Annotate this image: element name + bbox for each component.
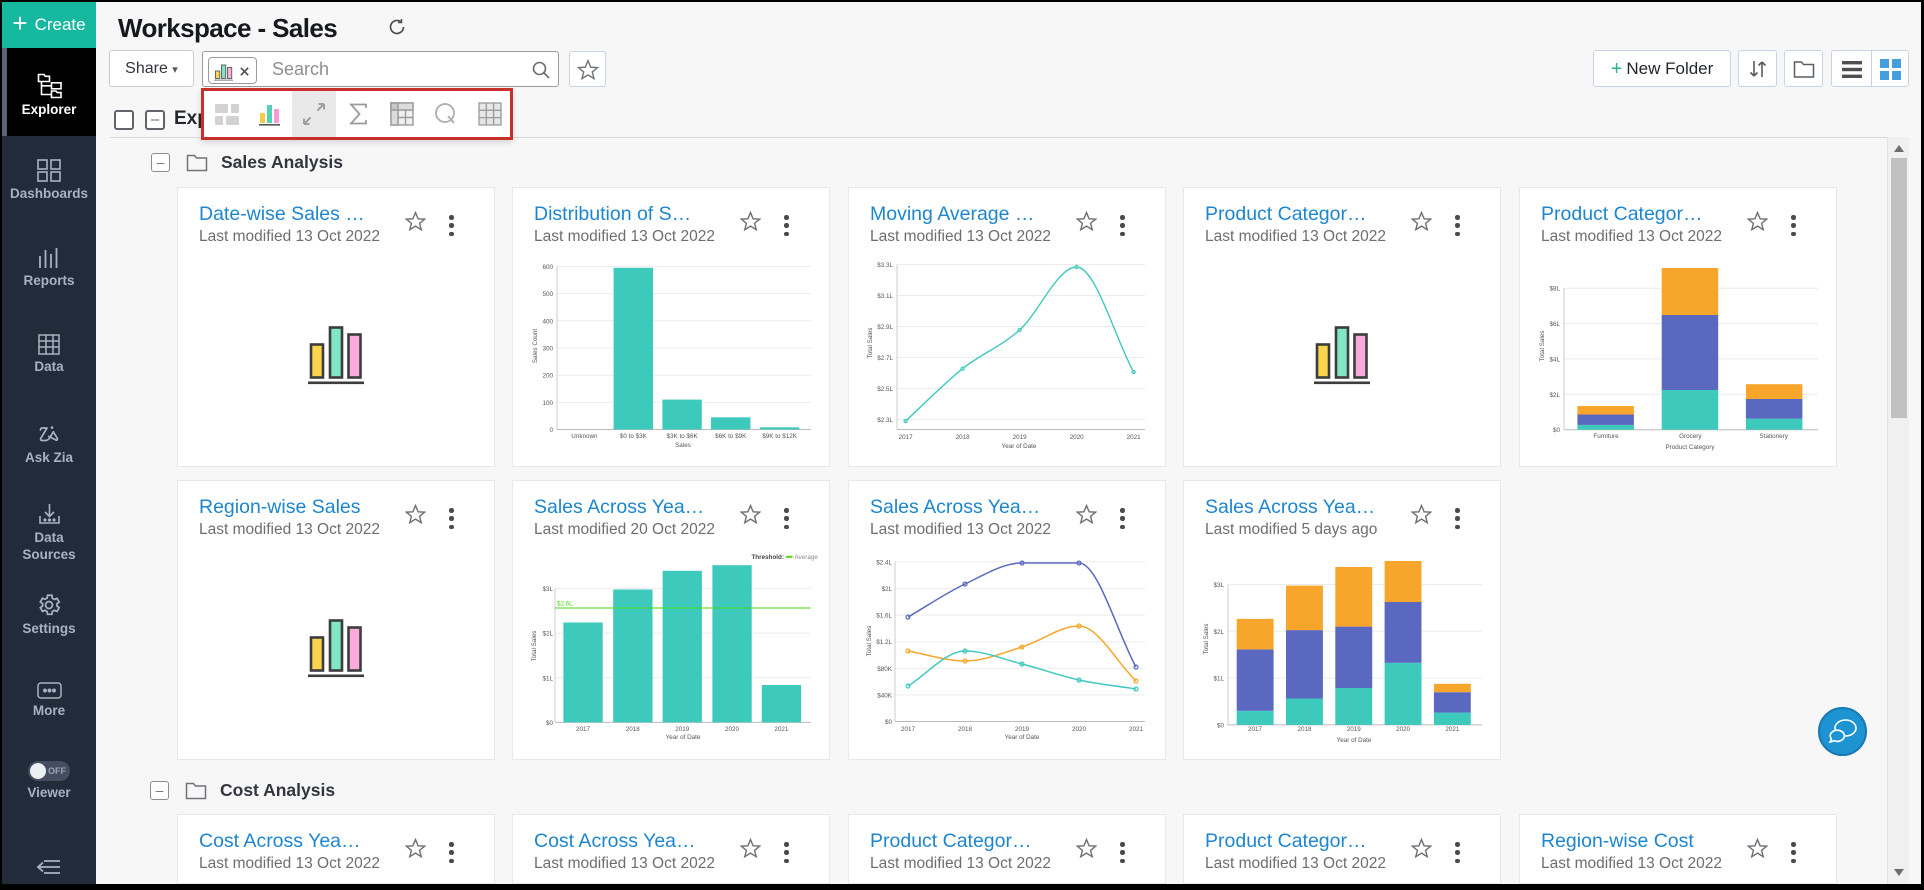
svg-text:Furniture: Furniture	[1593, 433, 1619, 440]
svg-text:$2.6L: $2.6L	[557, 600, 573, 607]
svg-text:100: 100	[542, 400, 553, 407]
svg-text:Product Category: Product Category	[1665, 444, 1715, 451]
svg-text:2021: 2021	[1129, 726, 1144, 733]
svg-text:$3.3L: $3.3L	[877, 262, 893, 269]
svg-text:2017: 2017	[901, 726, 916, 733]
svg-text:Year of Date: Year of Date	[1337, 737, 1372, 744]
svg-text:2019: 2019	[1015, 726, 1030, 733]
svg-text:2021: 2021	[1445, 726, 1460, 733]
svg-text:Year of Date: Year of Date	[1005, 734, 1040, 741]
svg-text:Year of Date: Year of Date	[666, 734, 701, 741]
svg-text:$6L: $6L	[1549, 321, 1560, 328]
svg-text:$3.1L: $3.1L	[877, 293, 893, 300]
svg-text:Total Sales: Total Sales	[867, 328, 874, 359]
svg-text:$2L: $2L	[542, 631, 553, 638]
svg-text:300: 300	[542, 346, 553, 353]
svg-text:$2L: $2L	[1549, 392, 1560, 399]
svg-text:2017: 2017	[899, 434, 914, 441]
svg-text:Total Sales: Total Sales	[1203, 624, 1210, 655]
svg-text:$2.9L: $2.9L	[877, 324, 893, 331]
svg-text:2020: 2020	[725, 726, 740, 733]
svg-text:$2.5L: $2.5L	[877, 386, 893, 393]
svg-text:$0: $0	[1553, 427, 1561, 434]
svg-text:$3K to $6K: $3K to $6K	[667, 433, 699, 440]
svg-text:Threshold:: Threshold:	[751, 554, 784, 561]
svg-text:$1.2L: $1.2L	[876, 639, 892, 646]
svg-text:2018: 2018	[1297, 726, 1312, 733]
svg-text:$8L: $8L	[1549, 286, 1560, 293]
svg-text:Sales Count: Sales Count	[532, 329, 539, 364]
svg-text:Total Sales: Total Sales	[1539, 331, 1546, 362]
svg-text:$2L: $2L	[881, 586, 892, 593]
svg-text:$2.7L: $2.7L	[877, 355, 893, 362]
svg-text:0: 0	[549, 427, 553, 434]
svg-text:Sales: Sales	[675, 442, 691, 449]
svg-text:$0: $0	[1217, 722, 1225, 729]
svg-text:$3L: $3L	[1213, 582, 1224, 589]
svg-text:500: 500	[542, 291, 553, 298]
svg-text:2017: 2017	[1248, 726, 1263, 733]
svg-text:2018: 2018	[958, 726, 973, 733]
svg-text:$40K: $40K	[877, 692, 893, 699]
svg-text:Average: Average	[795, 554, 819, 561]
svg-text:$3L: $3L	[542, 586, 553, 593]
svg-text:Grocery: Grocery	[1679, 433, 1702, 440]
svg-text:2020: 2020	[1396, 726, 1411, 733]
svg-text:2018: 2018	[626, 726, 641, 733]
svg-text:$4L: $4L	[1549, 356, 1560, 363]
svg-text:Year of Date: Year of Date	[1002, 443, 1037, 450]
svg-text:$1L: $1L	[1213, 676, 1224, 683]
svg-text:$2.4L: $2.4L	[876, 559, 892, 566]
svg-text:2017: 2017	[576, 726, 591, 733]
svg-text:2019: 2019	[1347, 726, 1362, 733]
svg-text:$2L: $2L	[1213, 629, 1224, 636]
svg-text:2020: 2020	[1070, 434, 1085, 441]
svg-text:2021: 2021	[1127, 434, 1142, 441]
svg-text:$2.3L: $2.3L	[877, 417, 893, 424]
svg-text:400: 400	[542, 318, 553, 325]
svg-text:$1.6L: $1.6L	[876, 613, 892, 620]
svg-text:Stationery: Stationery	[1760, 433, 1789, 440]
svg-text:Total Sales: Total Sales	[531, 631, 538, 662]
svg-text:$0: $0	[885, 719, 893, 726]
svg-text:2021: 2021	[774, 726, 789, 733]
svg-text:2019: 2019	[675, 726, 690, 733]
svg-text:2020: 2020	[1072, 726, 1087, 733]
svg-text:600: 600	[542, 264, 553, 271]
svg-text:Total Sales: Total Sales	[866, 626, 873, 657]
svg-text:$1L: $1L	[542, 675, 553, 682]
svg-text:200: 200	[542, 373, 553, 380]
svg-text:$0: $0	[546, 720, 554, 727]
svg-text:2018: 2018	[956, 434, 971, 441]
svg-text:$9K to $12K: $9K to $12K	[762, 433, 797, 440]
svg-text:$6K to $9K: $6K to $9K	[715, 433, 747, 440]
svg-text:Unknown: Unknown	[571, 433, 598, 440]
svg-text:$80K: $80K	[877, 666, 893, 673]
svg-text:$0 to $3K: $0 to $3K	[620, 433, 648, 440]
svg-text:2019: 2019	[1013, 434, 1028, 441]
